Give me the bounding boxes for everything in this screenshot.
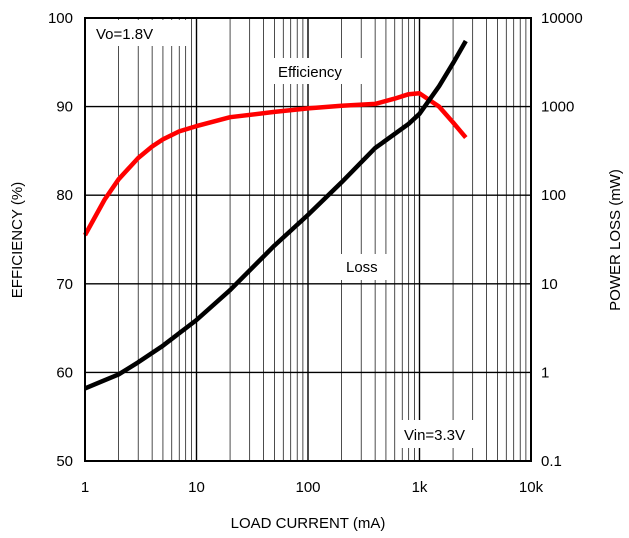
y-axis-right-title: POWER LOSS (mW) <box>607 169 624 311</box>
x-tick-label: 100 <box>295 479 320 496</box>
efficiency-series-line <box>83 91 468 237</box>
x-axis-title: LOAD CURRENT (mA) <box>231 515 386 532</box>
x-tick-label: 1k <box>412 479 428 496</box>
y-left-tick-label: 50 <box>56 453 73 470</box>
y-left-tick-label: 100 <box>48 10 73 27</box>
y-left-tick-label: 60 <box>56 364 73 381</box>
x-tick-labels: 1 10 100 1k 10k <box>81 479 544 496</box>
x-tick-label: 10 <box>188 479 205 496</box>
y-left-tick-label: 80 <box>56 187 73 204</box>
plot-frame <box>84 17 532 462</box>
y-right-tick-label: 1000 <box>541 99 574 116</box>
condition-bottom-label: Vin=3.3V <box>404 427 465 444</box>
y-right-tick-label: 10000 <box>541 10 583 27</box>
minor-gridlines <box>118 18 527 461</box>
y-left-tick-label: 70 <box>56 276 73 293</box>
loss-label-bg <box>336 254 392 280</box>
efficiency-label-bg <box>268 58 366 84</box>
x-tick-label: 10k <box>519 479 544 496</box>
efficiency-label: Efficiency <box>278 64 342 81</box>
loss-series-line <box>84 39 468 391</box>
loss-label: Loss <box>346 259 378 276</box>
condition-top-label: Vo=1.8V <box>96 26 153 43</box>
y-right-tick-label: 1 <box>541 364 549 381</box>
series-lines <box>83 39 468 391</box>
x-tick-label: 1 <box>81 479 89 496</box>
y-left-tick-label: 90 <box>56 99 73 116</box>
left-tick-labels: 50 60 70 80 90 100 <box>48 10 73 470</box>
right-tick-labels: 0.1 1 10 100 1000 10000 <box>541 10 583 470</box>
y-right-tick-label: 10 <box>541 276 558 293</box>
condition-top-label-bg <box>88 20 190 46</box>
y-right-tick-label: 0.1 <box>541 453 562 470</box>
y-right-tick-label: 100 <box>541 187 566 204</box>
condition-bottom-label-bg <box>396 420 478 448</box>
y-axis-left-title: EFFICIENCY (%) <box>9 182 26 298</box>
